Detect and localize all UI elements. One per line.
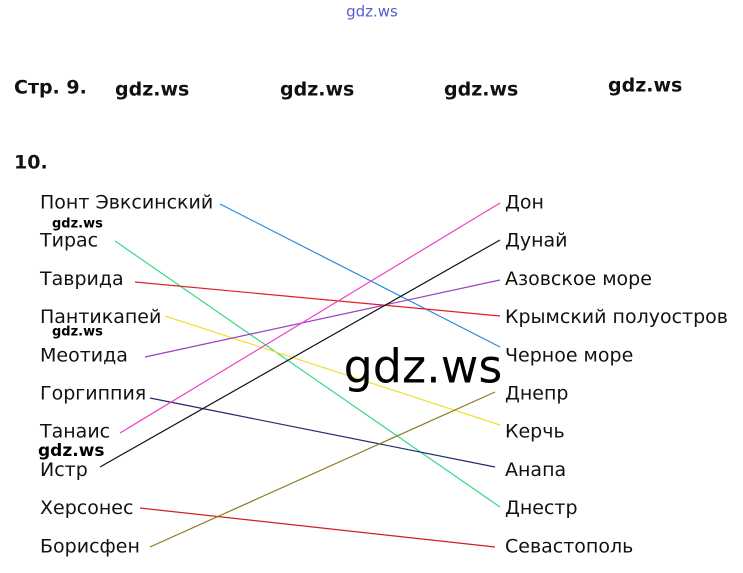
right-item: Крымский полуостров bbox=[505, 306, 728, 328]
right-item: Черное море bbox=[505, 344, 633, 366]
left-item: Понт Эвксинский bbox=[40, 192, 213, 214]
right-item: Днестр bbox=[505, 497, 578, 519]
right-item: Днепр bbox=[505, 383, 568, 405]
connector bbox=[219, 203, 501, 348]
connector bbox=[134, 281, 501, 317]
right-item: Керчь bbox=[505, 421, 565, 443]
left-item: Тирас bbox=[39, 230, 98, 252]
watermark: gdz.ws bbox=[115, 79, 189, 101]
right-item: Дунай bbox=[505, 230, 568, 252]
watermark: gdz.ws bbox=[280, 79, 354, 101]
task-number: 10. bbox=[14, 152, 48, 174]
right-item: Севастополь bbox=[505, 535, 633, 557]
right-item: Анапа bbox=[505, 459, 566, 481]
right-item: Азовское море bbox=[505, 268, 652, 290]
left-item: Борисфен bbox=[40, 535, 140, 557]
connector bbox=[149, 397, 496, 468]
watermark: gdz.ws bbox=[346, 3, 398, 21]
connector bbox=[119, 202, 501, 434]
left-item: Горгиппия bbox=[40, 383, 146, 405]
left-item: Танаис bbox=[39, 421, 110, 443]
connector bbox=[164, 315, 501, 426]
connector bbox=[139, 507, 496, 548]
watermark: gdz.ws bbox=[52, 325, 103, 340]
left-item: Меотида bbox=[40, 344, 128, 366]
connector bbox=[99, 239, 501, 468]
left-item: Херсонес bbox=[40, 497, 133, 519]
watermark: gdz.ws bbox=[344, 340, 503, 394]
connector bbox=[149, 391, 496, 548]
page-label: Стр. 9. bbox=[14, 77, 87, 99]
watermark: gdz.ws bbox=[608, 75, 682, 97]
left-item: Истр bbox=[40, 459, 88, 481]
watermark: gdz.ws bbox=[444, 79, 518, 101]
connectors bbox=[99, 202, 501, 548]
left-item: Пантикапей bbox=[40, 306, 161, 328]
left-item: Таврида bbox=[39, 268, 124, 290]
watermark: gdz.ws bbox=[38, 441, 105, 461]
watermark: gdz.ws bbox=[52, 217, 103, 232]
connector bbox=[144, 279, 501, 358]
right-item: Дон bbox=[505, 192, 544, 214]
connector bbox=[114, 240, 501, 508]
